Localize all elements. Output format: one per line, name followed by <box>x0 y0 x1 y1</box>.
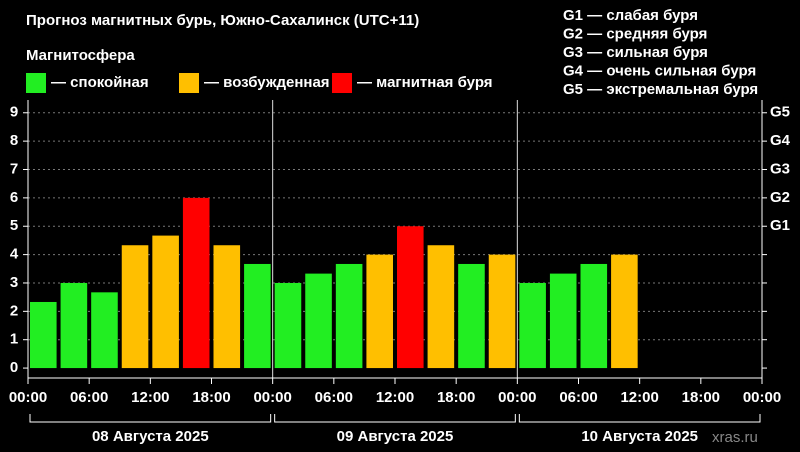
x-tick-label: 12:00 <box>620 389 658 406</box>
legend-label: — спокойная <box>51 74 149 91</box>
legend-label: — возбужденная <box>204 74 330 91</box>
bar <box>397 226 424 369</box>
y2-tick-label: G2 <box>770 189 790 206</box>
bar <box>458 263 485 369</box>
x-tick-label: 00:00 <box>743 389 781 406</box>
x-tick-label: 18:00 <box>192 389 230 406</box>
storm-scale-item: G5 — экстремальная буря <box>563 81 758 98</box>
bar <box>580 263 608 369</box>
y2-tick-label: G1 <box>770 217 790 234</box>
x-tick-label: 00:00 <box>253 389 291 406</box>
y-tick-label: 7 <box>10 160 18 177</box>
day-bracket <box>274 414 516 423</box>
legend-swatch <box>26 73 46 93</box>
y-tick-label: 8 <box>10 132 18 149</box>
bar <box>182 197 210 369</box>
storm-scale-item: G2 — средняя буря <box>563 25 707 42</box>
y-tick-label: 0 <box>10 359 18 376</box>
y-tick-label: 3 <box>10 274 18 291</box>
y2-tick-label: G5 <box>770 104 790 121</box>
y-tick-label: 1 <box>10 331 18 348</box>
y-tick-label: 6 <box>10 189 18 206</box>
bar <box>611 254 638 369</box>
x-tick-label: 06:00 <box>559 389 597 406</box>
bar <box>30 301 57 369</box>
bar <box>335 263 363 369</box>
y-tick-label: 2 <box>10 302 18 319</box>
y-tick-label: 5 <box>10 217 18 234</box>
y-tick-label: 9 <box>10 104 18 121</box>
legend-swatch <box>179 73 199 93</box>
bar <box>305 273 332 369</box>
bar <box>366 254 393 369</box>
x-tick-label: 00:00 <box>9 389 47 406</box>
bar <box>244 263 271 369</box>
day-bracket <box>518 414 761 423</box>
bar <box>91 292 118 369</box>
day-label: 10 Августа 2025 <box>581 428 698 445</box>
day-label: 08 Августа 2025 <box>92 428 209 445</box>
bar <box>121 245 149 369</box>
bar <box>549 273 577 369</box>
bar <box>274 282 302 369</box>
bar <box>213 245 241 369</box>
x-tick-label: 18:00 <box>437 389 475 406</box>
x-tick-label: 12:00 <box>376 389 414 406</box>
x-tick-label: 12:00 <box>131 389 169 406</box>
subtitle: Магнитосфера <box>26 47 135 64</box>
bar <box>519 282 546 369</box>
bar <box>60 282 88 369</box>
storm-scale-item: G1 — слабая буря <box>563 7 698 24</box>
bar <box>152 235 179 369</box>
chart-title: Прогноз магнитных бурь, Южно-Сахалинск (… <box>26 12 419 29</box>
storm-scale-item: G3 — сильная буря <box>563 44 708 61</box>
y2-tick-label: G3 <box>770 160 790 177</box>
storm-scale-item: G4 — очень сильная буря <box>563 62 756 79</box>
y-tick-label: 4 <box>10 246 19 263</box>
bar <box>488 254 516 369</box>
day-label: 09 Августа 2025 <box>337 428 454 445</box>
x-tick-label: 18:00 <box>682 389 720 406</box>
watermark: xras.ru <box>712 429 758 446</box>
x-tick-label: 00:00 <box>498 389 536 406</box>
x-tick-label: 06:00 <box>70 389 108 406</box>
legend-swatch <box>332 73 352 93</box>
legend-label: — магнитная буря <box>357 74 493 91</box>
bar <box>427 245 455 369</box>
day-bracket <box>29 414 272 423</box>
x-tick-label: 06:00 <box>315 389 353 406</box>
y2-tick-label: G4 <box>770 132 791 149</box>
